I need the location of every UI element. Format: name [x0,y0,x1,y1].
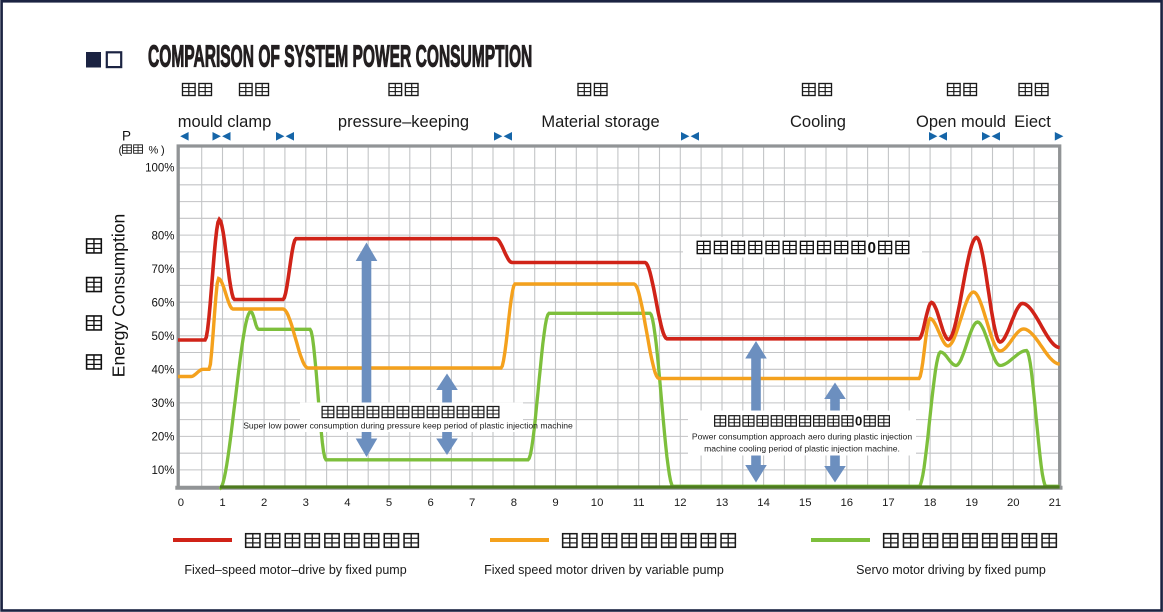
svg-text:21: 21 [1049,497,1062,509]
svg-text:80%: 80% [151,231,174,243]
svg-text:100%: 100% [145,163,174,175]
svg-text:60%: 60% [151,297,174,309]
svg-text:Fixed–speed motor–drive by fix: Fixed–speed motor–drive by fixed pump [184,563,406,577]
svg-text:COMPARISON OF SYSTEM POWER CON: COMPARISON OF SYSTEM POWER CONSUMPTION [148,40,532,74]
svg-text:17: 17 [882,497,895,509]
svg-text:0: 0 [855,414,862,429]
svg-text:Open mould: Open mould [916,113,1006,131]
svg-text:16: 16 [841,497,854,509]
svg-text:Cooling: Cooling [790,113,846,131]
svg-text:Fixed speed motor driven by va: Fixed speed motor driven by variable pum… [484,563,724,577]
svg-text:Eiect: Eiect [1014,113,1051,131]
svg-text:19: 19 [965,497,978,509]
svg-text:1: 1 [219,497,225,509]
svg-text:0: 0 [178,497,184,509]
svg-text:Power consumption approach aer: Power consumption approach aero during p… [692,431,912,441]
svg-text:14: 14 [757,497,770,509]
svg-text:6: 6 [427,497,433,509]
svg-text:pressure–keeping: pressure–keeping [338,113,469,131]
svg-text:15: 15 [799,497,812,509]
svg-text:%: % [149,145,159,157]
svg-text:Energy Consumption: Energy Consumption [109,214,129,377]
svg-text:machine cooling period of plas: machine cooling period of plastic inject… [704,443,900,453]
svg-text:11: 11 [633,497,645,509]
svg-text:): ) [161,145,165,157]
svg-text:(: ( [119,145,123,157]
svg-text:0: 0 [868,240,877,257]
svg-text:30%: 30% [151,398,174,410]
svg-text:13: 13 [716,497,729,509]
svg-text:40%: 40% [151,364,174,376]
svg-text:P: P [122,129,131,144]
svg-text:70%: 70% [151,264,174,276]
svg-text:50%: 50% [151,331,174,343]
svg-text:3: 3 [303,497,309,509]
svg-text:mould clamp: mould clamp [178,113,272,131]
svg-text:4: 4 [344,497,350,509]
svg-text:10: 10 [591,497,604,509]
svg-text:10%: 10% [151,465,174,477]
svg-text:Material storage: Material storage [541,113,659,131]
svg-text:12: 12 [674,497,687,509]
svg-text:Super low power consumption du: Super low power consumption during press… [243,420,573,430]
svg-text:20: 20 [1007,497,1020,509]
svg-text:Servo motor driving by fixed p: Servo motor driving by fixed pump [856,563,1046,577]
svg-text:9: 9 [552,497,558,509]
svg-text:2: 2 [261,497,267,509]
svg-text:8: 8 [511,497,517,509]
svg-text:20%: 20% [151,432,174,444]
svg-text:7: 7 [469,497,475,509]
svg-text:18: 18 [924,497,937,509]
svg-text:5: 5 [386,497,392,509]
